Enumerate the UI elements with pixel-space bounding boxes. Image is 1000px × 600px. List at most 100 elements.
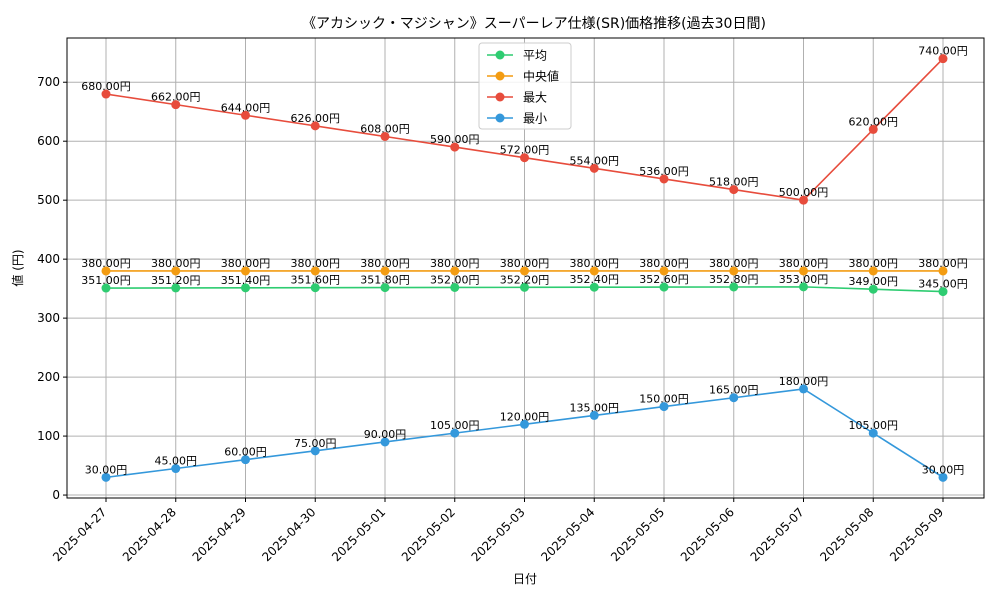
data-label: 380.00円 (151, 257, 201, 270)
data-label: 572.00円 (500, 144, 550, 157)
data-label: 380.00円 (639, 257, 689, 270)
data-label: 105.00円 (430, 419, 480, 432)
data-point (310, 121, 320, 131)
data-label: 165.00円 (709, 384, 759, 397)
data-labels: 351.00円 351.20円 351.40円 351.60円 351.80円 352.0… (81, 45, 968, 477)
data-label: 740.00円 (918, 45, 968, 58)
data-point (589, 266, 599, 276)
data-label: 500.00円 (779, 186, 829, 199)
data-label: 351.60円 (291, 274, 341, 287)
data-label: 626.00円 (291, 112, 341, 125)
data-label: 554.00円 (570, 154, 620, 167)
data-point (659, 282, 669, 292)
data-point (868, 284, 878, 294)
data-label: 620.00円 (849, 115, 899, 128)
x-tick-label: 2025-05-05 (608, 505, 667, 564)
data-point (799, 384, 808, 394)
data-label: 380.00円 (570, 257, 620, 270)
data-label: 135.00円 (570, 401, 620, 414)
data-label: 380.00円 (291, 257, 341, 270)
data-point (659, 174, 669, 184)
data-label: 349.00円 (849, 275, 899, 288)
data-label: 380.00円 (918, 257, 968, 270)
data-label: 351.40円 (221, 274, 271, 287)
data-point (868, 428, 878, 438)
legend-marker (495, 113, 505, 123)
x-tick-label: 2025-05-09 (887, 505, 946, 564)
data-label: 380.00円 (430, 257, 480, 270)
data-point (380, 131, 390, 141)
x-tick-label: 2025-04-28 (120, 505, 179, 564)
data-point (101, 472, 111, 482)
data-label: 352.60円 (639, 273, 689, 286)
data-point (729, 185, 739, 195)
data-point (310, 266, 320, 276)
data-point (938, 287, 948, 297)
legend-marker (495, 92, 505, 102)
data-point (938, 266, 948, 276)
data-label: 536.00円 (639, 165, 689, 178)
data-label: 60.00円 (224, 446, 267, 459)
y-tick-label: 600 (37, 134, 60, 148)
data-point (241, 283, 250, 293)
y-tick-label: 300 (37, 311, 60, 325)
data-label: 353.00円 (779, 273, 829, 286)
data-label: 180.00円 (779, 375, 829, 388)
x-tick-label: 2025-05-01 (329, 505, 388, 564)
y-tick-label: 200 (37, 370, 60, 384)
data-label: 90.00円 (364, 428, 407, 441)
data-point (310, 283, 320, 293)
data-point (729, 282, 739, 292)
data-point (520, 153, 529, 163)
data-point (450, 428, 460, 438)
data-point (171, 283, 181, 293)
data-point (799, 282, 808, 292)
data-label: 680.00円 (81, 80, 131, 93)
data-point (938, 54, 948, 64)
data-point (659, 402, 669, 412)
data-point (101, 89, 111, 99)
data-point (241, 110, 250, 120)
data-label: 380.00円 (849, 257, 899, 270)
legend-box (478, 42, 572, 130)
x-tick-label: 2025-05-06 (678, 505, 737, 564)
x-tick-label: 2025-05-03 (469, 505, 528, 564)
axes: 2025-04-27 2025-04-28 2025-04-29 2025-04-30… (37, 75, 946, 564)
data-point (171, 464, 181, 474)
legend-label: 中央値 (523, 69, 559, 84)
data-label: 380.00円 (709, 257, 759, 270)
data-label: 352.00円 (430, 273, 480, 286)
x-tick-label: 2025-04-30 (259, 505, 318, 564)
data-point (938, 472, 948, 482)
data-label: 380.00円 (221, 257, 271, 270)
data-label: 380.00円 (360, 257, 410, 270)
data-label: 518.00円 (709, 176, 759, 189)
x-tick-label: 2025-04-27 (50, 505, 109, 564)
legend-marker (495, 71, 505, 81)
data-label: 30.00円 (922, 463, 965, 476)
data-point (101, 283, 111, 293)
data-label: 608.00円 (360, 122, 410, 135)
data-point (868, 124, 878, 134)
data-label: 351.80円 (360, 274, 410, 287)
chart-title: 《アカシック・マジシャン》スーパーレア仕様(SR)価格推移(過去30日間) (302, 16, 766, 32)
data-point (659, 266, 669, 276)
data-point (241, 455, 250, 465)
data-point (799, 195, 808, 205)
data-point (589, 410, 599, 420)
data-point (310, 446, 320, 456)
data-label: 351.20円 (151, 274, 201, 287)
x-tick-label: 2025-05-02 (399, 505, 458, 564)
data-point (171, 100, 181, 110)
data-label: 352.80円 (709, 273, 759, 286)
data-label: 352.20円 (500, 273, 550, 286)
x-axis-label: 日付 (513, 572, 537, 586)
data-label: 75.00円 (294, 437, 337, 450)
legend-label: 最大 (523, 91, 547, 105)
legend-marker (495, 50, 505, 60)
data-label: 590.00円 (430, 133, 480, 146)
data-point (101, 266, 111, 276)
